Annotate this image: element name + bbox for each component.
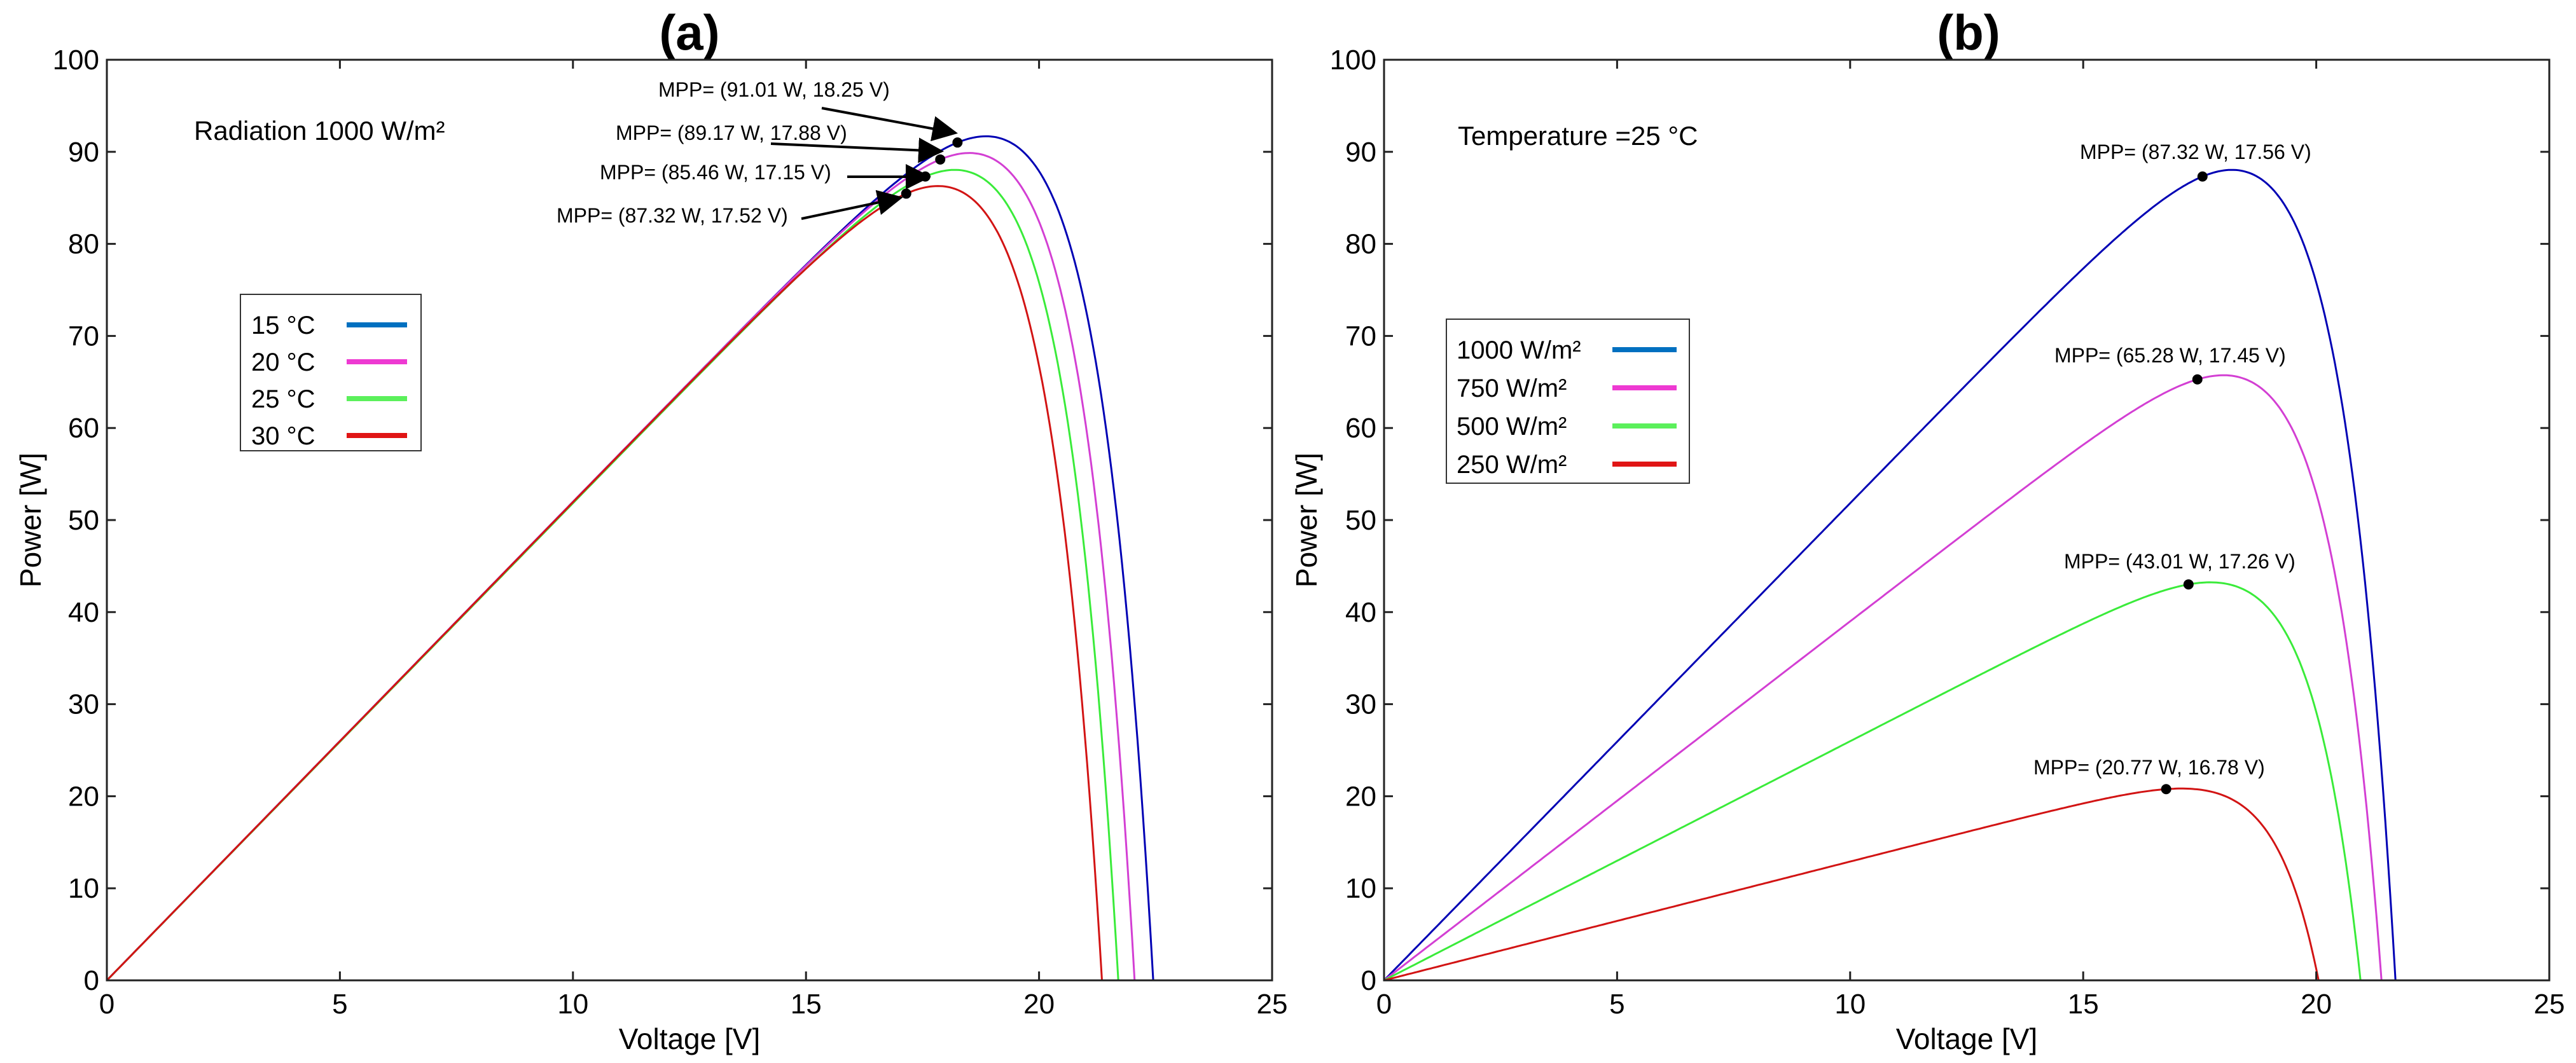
x-tick-label: 0 (99, 989, 114, 1020)
x-axis-label: Voltage [V] (1896, 1022, 2038, 1055)
legend-label-3: 250 W/m² (1457, 451, 1567, 479)
x-tick-label: 20 (1023, 989, 1055, 1020)
y-tick-label: 60 (1345, 413, 1376, 444)
mpp-point-2 (2183, 579, 2194, 590)
y-tick-label: 50 (1345, 505, 1376, 536)
plot-frame (1383, 58, 2551, 982)
x-tick-label: 5 (1609, 989, 1624, 1020)
mpp-label-3: MPP= (20.77 W, 16.78 V) (2033, 756, 2265, 779)
mpp-point-0 (952, 137, 963, 148)
legend-label-1: 750 W/m² (1457, 374, 1567, 402)
x-tick-label: 15 (791, 989, 822, 1020)
mpp-point-1 (2192, 374, 2203, 385)
series-line-3 (106, 185, 1103, 982)
y-tick-label: 0 (1361, 965, 1376, 996)
mpp-arrow-1 (770, 137, 944, 163)
y-tick-label: 80 (68, 229, 99, 260)
series-line-0 (1383, 168, 2397, 982)
x-tick-label: 10 (557, 989, 588, 1020)
mpp-point-0 (2197, 171, 2208, 182)
y-tick-label: 20 (68, 781, 99, 812)
y-tick-label: 90 (68, 137, 99, 168)
mpp-arrow-0 (821, 107, 958, 142)
x-tick-label: 20 (2301, 989, 2332, 1020)
series-line-0 (106, 135, 1154, 982)
y-tick-label: 20 (1345, 781, 1376, 812)
legend-box (1446, 319, 1690, 484)
y-tick-label: 60 (68, 413, 99, 444)
y-tick-label: 70 (68, 320, 99, 352)
chart-panel-a: (a) 0 5 10 15 20 25 0 10 20 30 40 50 60 70 80 90 100 Volta… (14, 4, 1287, 1055)
series-line-3 (1383, 787, 2320, 982)
y-tick-label: 0 (84, 965, 99, 996)
mpp-point-3 (901, 188, 911, 199)
y-tick-label: 70 (1345, 320, 1376, 352)
series-line-2 (1383, 581, 2362, 982)
x-tick-label: 25 (1257, 989, 1288, 1020)
y-tick-label: 10 (68, 873, 99, 904)
x-tick-label: 5 (332, 989, 347, 1020)
series-line-1 (106, 152, 1136, 982)
x-axis-label: Voltage [V] (619, 1022, 761, 1055)
inset-text: Radiation 1000 W/m² (194, 116, 445, 146)
mpp-point-3 (2161, 784, 2171, 795)
legend-label-0: 15 °C (251, 312, 315, 339)
mpp-label-2: MPP= (43.01 W, 17.26 V) (2064, 550, 2296, 573)
y-tick-label: 100 (1330, 45, 1376, 76)
mpp-label-1: MPP= (89.17 W, 17.88 V) (616, 121, 847, 144)
y-tick-label: 50 (68, 505, 99, 536)
legend-label-2: 500 W/m² (1457, 413, 1567, 441)
legend-box (240, 294, 422, 451)
legend-label-2: 25 °C (251, 385, 315, 413)
legend-label-0: 1000 W/m² (1457, 336, 1581, 364)
mpp-point-1 (935, 154, 946, 165)
inset-text: Temperature =25 °C (1458, 121, 1698, 151)
mpp-label-3: MPP= (87.32 W, 17.52 V) (557, 204, 788, 227)
x-tick-label: 25 (2534, 989, 2565, 1020)
y-tick-label: 10 (1345, 873, 1376, 904)
mpp-label-0: MPP= (87.32 W, 17.56 V) (2080, 141, 2311, 163)
y-axis-label: Power [W] (1290, 453, 1323, 587)
chart-title: (b) (1937, 4, 2000, 60)
y-tick-label: 100 (53, 45, 99, 76)
x-tick-label: 15 (2068, 989, 2099, 1020)
series-line-2 (106, 168, 1119, 982)
y-tick-label: 40 (1345, 597, 1376, 628)
x-tick-label: 0 (1376, 989, 1392, 1020)
y-axis-label: Power [W] (14, 453, 47, 587)
mpp-arrow-3 (801, 189, 903, 220)
y-tick-label: 30 (1345, 689, 1376, 720)
series-line-1 (1383, 374, 2383, 982)
y-tick-label: 40 (68, 597, 99, 628)
y-tick-label: 30 (68, 689, 99, 720)
mpp-label-2: MPP= (85.46 W, 17.15 V) (600, 161, 831, 184)
mpp-label-0: MPP= (91.01 W, 18.25 V) (658, 78, 890, 101)
x-tick-label: 10 (1834, 989, 1866, 1020)
legend-label-3: 30 °C (251, 422, 315, 450)
y-tick-label: 90 (1345, 137, 1376, 168)
chart-title: (a) (659, 4, 719, 60)
chart-panel-b: (b) 0 5 10 15 20 25 0 10 20 30 40 50 60 70 80 90 100 Volta… (1290, 4, 2565, 1055)
mpp-label-1: MPP= (65.28 W, 17.45 V) (2054, 344, 2286, 367)
y-tick-label: 80 (1345, 229, 1376, 260)
legend-label-1: 20 °C (251, 348, 315, 376)
